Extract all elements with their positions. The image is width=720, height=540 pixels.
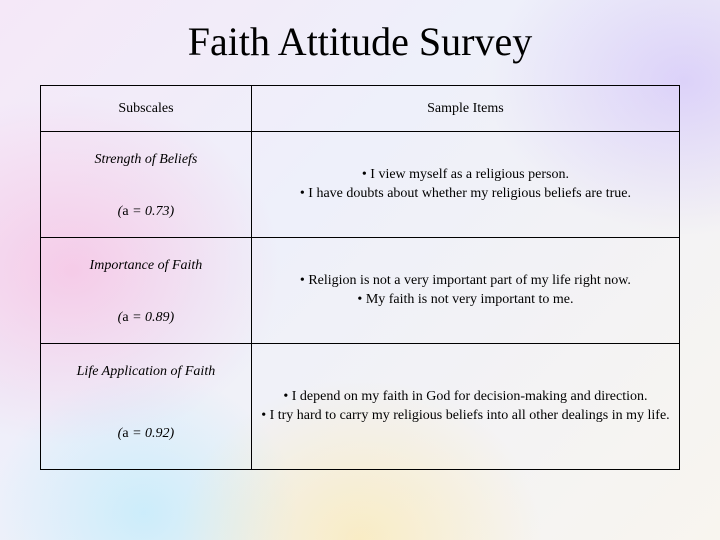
sample-item: I depend on my faith in God for decision… — [260, 388, 671, 407]
sample-item: I try hard to carry my religious beliefs… — [260, 407, 671, 426]
subscale-name: Strength of Beliefs — [41, 132, 252, 188]
sample-items-cell: Religion is not a very important part of… — [251, 238, 679, 344]
subscale-name: Importance of Faith — [41, 238, 252, 294]
table-row: Strength of Beliefs I view myself as a r… — [41, 132, 680, 188]
table-row: Importance of Faith Religion is not a ve… — [41, 238, 680, 294]
sample-item: I have doubts about whether my religious… — [260, 185, 671, 204]
header-sample-items: Sample Items — [251, 86, 679, 132]
subscale-name: Life Application of Faith — [41, 344, 252, 400]
sample-item: Religion is not a very important part of… — [260, 272, 671, 291]
sample-items-cell: I view myself as a religious person. I h… — [251, 132, 679, 238]
survey-table: Subscales Sample Items Strength of Belie… — [40, 85, 680, 470]
sample-item: I view myself as a religious person. — [260, 166, 671, 185]
table-header-row: Subscales Sample Items — [41, 86, 680, 132]
page-title: Faith Attitude Survey — [40, 18, 680, 65]
sample-items-cell: I depend on my faith in God for decision… — [251, 344, 679, 470]
subscale-alpha: (a = 0.89) — [41, 294, 252, 344]
subscale-alpha: (a = 0.73) — [41, 188, 252, 238]
subscale-alpha: (a = 0.92) — [41, 400, 252, 470]
header-subscales: Subscales — [41, 86, 252, 132]
table-row: Life Application of Faith I depend on my… — [41, 344, 680, 400]
sample-item: My faith is not very important to me. — [260, 291, 671, 310]
